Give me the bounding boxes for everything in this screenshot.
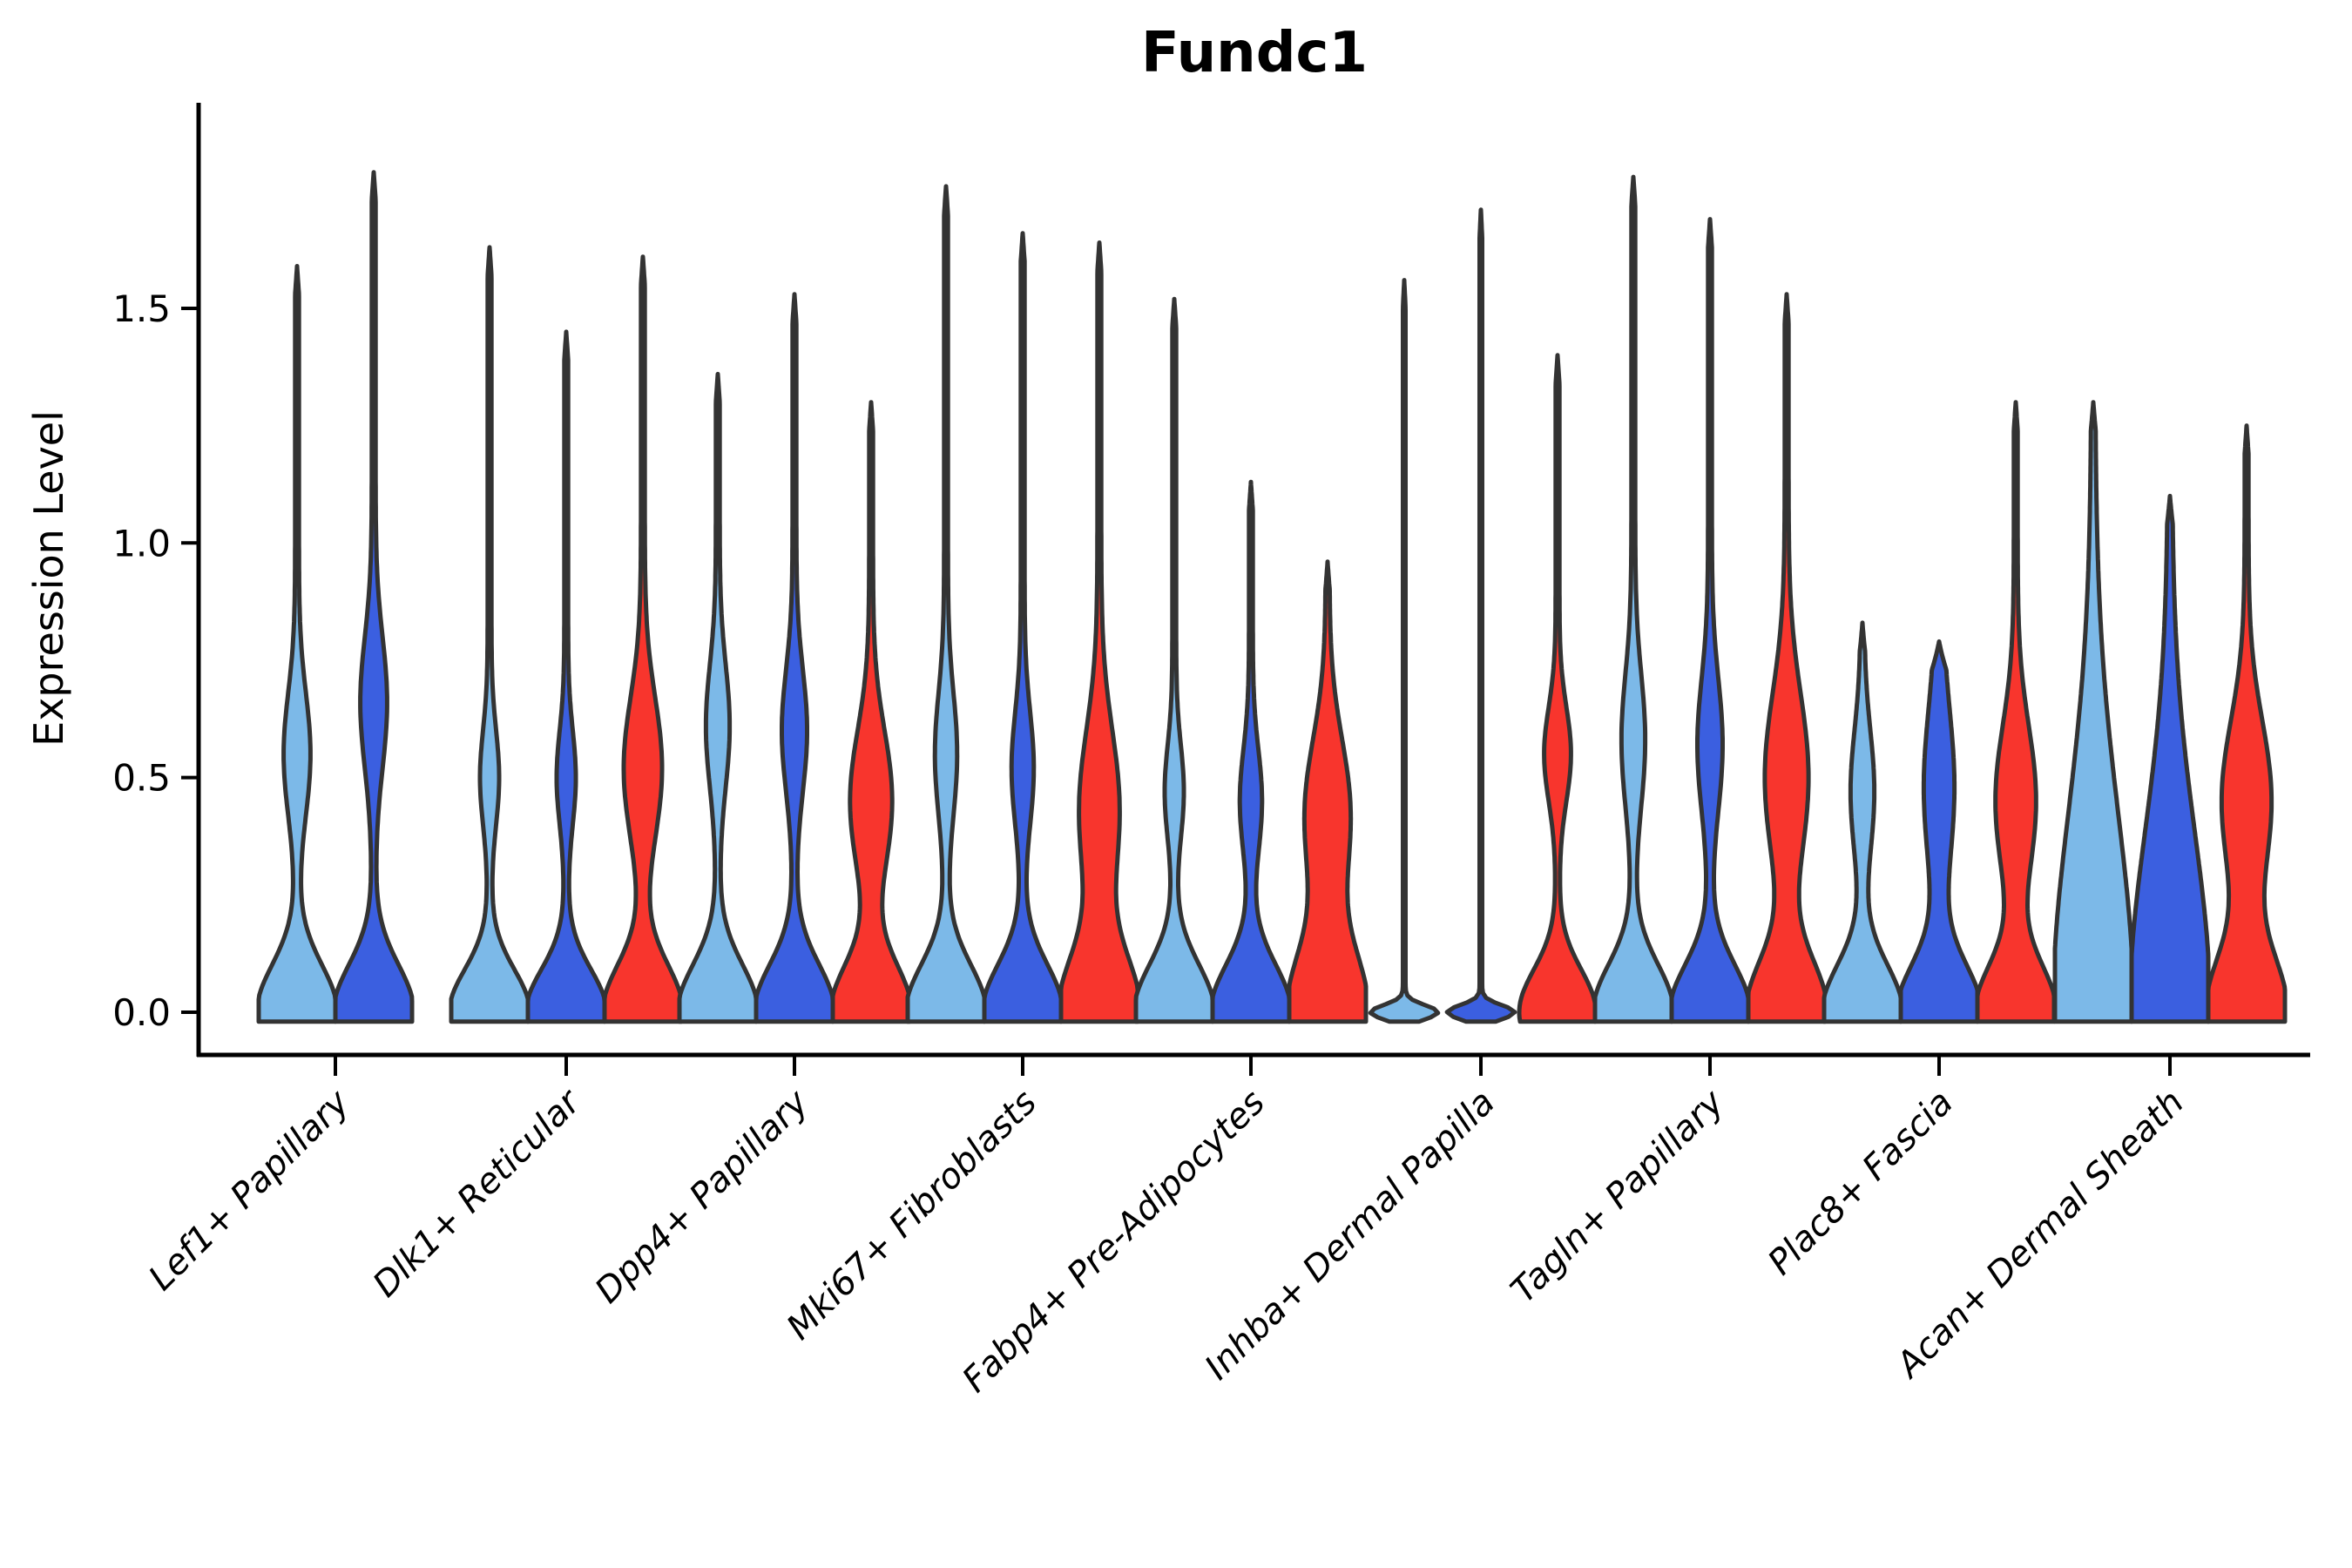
violin-dlk1-reticular-2 [602,254,684,1024]
y-tick-label: 0.0 [112,991,171,1034]
violin-tagln-papillary-1 [1669,217,1751,1024]
violin-mki67-fibroblasts-1 [982,231,1064,1024]
violin-plac8-fascia-2 [1975,400,2057,1024]
violin-inhba-dermal-papilla-0 [1368,278,1441,1024]
violin-tagln-papillary-2 [1746,292,1828,1024]
plot-area: 0.0 0.5 1.0 1.5 Lef1+ Papillary Dlk1+ Reticul… [112,103,2310,1400]
violin-dpp4-papillary-0 [677,371,759,1024]
violin-mki67-fibroblasts-2 [1058,240,1140,1024]
violin-dlk1-reticular-0 [449,245,531,1024]
x-tick-label: Dlk1+ Reticular [366,1081,590,1305]
x-tick-label: Dpp4+ Papillary [588,1082,817,1311]
violin-inhba-dermal-papilla-1 [1444,207,1517,1024]
violin-fabp4-pre-adipocytes-2 [1287,559,1369,1024]
y-tick-label: 1.0 [112,522,171,564]
x-tick-label: Tagln+ Papillary [1504,1082,1733,1311]
violin-dpp4-papillary-2 [830,400,912,1024]
violin-plac8-fascia-1 [1898,639,1980,1024]
y-tick-label: 0.5 [112,757,171,800]
violin-plac8-fascia-0 [1821,620,1903,1024]
chart-title: Fundc1 [1141,21,1368,85]
violin-fabp4-pre-adipocytes-1 [1210,479,1292,1024]
violin-acan-dermal-sheath-2 [2206,423,2288,1024]
x-tick-label: Lef1+ Papillary [141,1082,358,1299]
violin-tagln-papillary-0 [1592,174,1674,1024]
violin-lef1-papillary-1 [333,170,415,1024]
y-axis-label: Expression Level [25,410,72,747]
violin-acan-dermal-sheath-1 [2129,493,2211,1024]
violin-dpp4-papillary-1 [754,292,835,1024]
violin-acan-dermal-sheath-0 [2052,400,2134,1024]
violin-inhba-dermal-papilla-2 [1517,353,1598,1024]
x-tick-label: Plac8+ Fascia [1761,1083,1961,1283]
violin-mki67-fibroblasts-0 [905,184,987,1024]
y-tick-label: 1.5 [112,287,171,330]
violin-lef1-papillary-0 [256,264,338,1024]
violin-dlk1-reticular-1 [525,329,607,1024]
x-tick-label: Mki67+ Fibroblasts [779,1083,1044,1348]
violin-fabp4-pre-adipocytes-0 [1133,296,1215,1024]
